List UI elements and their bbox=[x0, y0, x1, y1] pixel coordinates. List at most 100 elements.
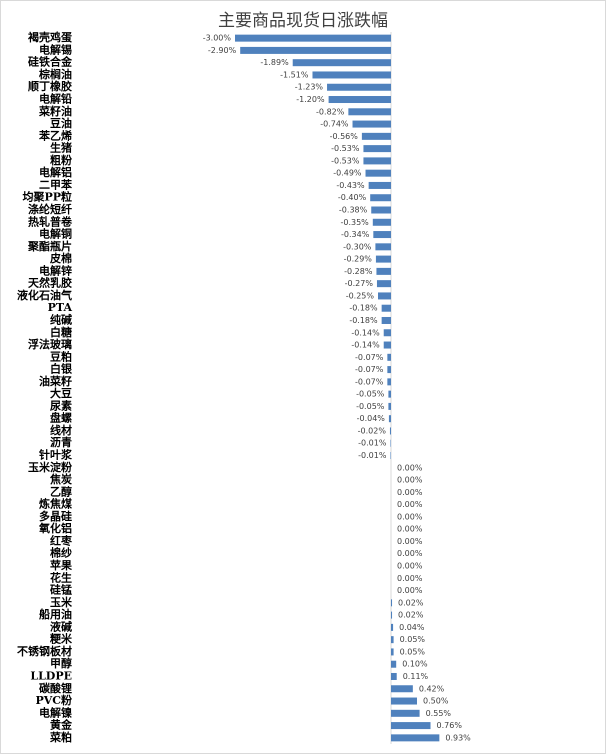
bar bbox=[391, 672, 397, 680]
category-label: PTA bbox=[48, 301, 73, 314]
value-label: 0.00% bbox=[397, 537, 423, 546]
category-label: 涤纶短纤 bbox=[28, 202, 72, 216]
category-label: 粗粉 bbox=[50, 153, 72, 167]
value-label: -0.27% bbox=[345, 279, 374, 288]
category-label: 苯乙烯 bbox=[38, 128, 72, 142]
bar bbox=[312, 71, 391, 79]
category-label: 电解锡 bbox=[39, 42, 72, 56]
value-label: -0.43% bbox=[336, 181, 365, 190]
bar bbox=[391, 623, 394, 631]
category-label: 沥青 bbox=[50, 435, 72, 449]
value-label: -1.51% bbox=[280, 70, 309, 79]
value-label: -3.00% bbox=[203, 34, 232, 43]
bar bbox=[388, 402, 391, 410]
category-label: 热轧普卷 bbox=[28, 214, 73, 228]
bar bbox=[391, 636, 394, 644]
value-label: -0.05% bbox=[356, 402, 385, 411]
category-label: 多晶硅 bbox=[39, 509, 72, 523]
category-label: 电解镍 bbox=[39, 705, 72, 719]
value-label: 0.04% bbox=[399, 623, 425, 632]
bar bbox=[376, 267, 391, 275]
category-label: 玉米 bbox=[50, 595, 73, 609]
category-label: 针叶浆 bbox=[39, 448, 73, 462]
bar bbox=[327, 83, 391, 91]
bar bbox=[390, 452, 391, 460]
category-label: 苹果 bbox=[50, 558, 72, 572]
bar bbox=[390, 439, 391, 447]
bar bbox=[391, 599, 393, 607]
category-label: 船用油 bbox=[39, 607, 72, 621]
value-label: 0.93% bbox=[445, 733, 471, 742]
value-label: -1.89% bbox=[260, 58, 289, 67]
bar bbox=[376, 280, 391, 288]
category-label: PVC粉 bbox=[35, 693, 72, 707]
bar bbox=[391, 697, 417, 705]
bar bbox=[387, 366, 391, 374]
value-label: 0.50% bbox=[423, 697, 449, 706]
category-label: 白糖 bbox=[50, 325, 72, 339]
category-label: 生猪 bbox=[50, 141, 72, 155]
value-label: -0.07% bbox=[355, 377, 384, 386]
category-label: 浮法玻璃 bbox=[28, 337, 72, 351]
category-label: 天然乳胶 bbox=[28, 276, 72, 290]
value-label: 0.00% bbox=[397, 476, 423, 485]
category-label: 线材 bbox=[50, 423, 72, 437]
value-label: -0.82% bbox=[316, 107, 345, 116]
category-label: 白银 bbox=[50, 362, 73, 376]
value-label: -0.01% bbox=[358, 451, 387, 460]
category-label: 油菜籽 bbox=[39, 374, 72, 388]
bar bbox=[383, 329, 391, 337]
value-label: 0.76% bbox=[437, 721, 463, 730]
category-label: 液化石油气 bbox=[17, 288, 72, 302]
bar bbox=[391, 660, 397, 668]
value-label: 0.05% bbox=[400, 635, 426, 644]
value-label: -0.49% bbox=[333, 169, 362, 178]
category-label: 褐壳鸡蛋 bbox=[27, 30, 73, 44]
value-label: -0.74% bbox=[320, 120, 349, 129]
category-label: 盘螺 bbox=[50, 411, 72, 425]
category-label: 玉米淀粉 bbox=[28, 460, 72, 474]
value-label: -0.38% bbox=[339, 206, 368, 215]
bar bbox=[383, 341, 391, 349]
category-label: 豆油 bbox=[50, 116, 72, 130]
category-label: 花生 bbox=[50, 570, 72, 584]
value-label: -0.07% bbox=[355, 365, 384, 374]
value-label: -0.14% bbox=[351, 341, 380, 350]
value-label: 0.11% bbox=[403, 672, 429, 681]
value-label: -1.20% bbox=[296, 95, 325, 104]
bar bbox=[391, 685, 413, 693]
value-label: -0.25% bbox=[346, 291, 375, 300]
value-label: -0.18% bbox=[349, 304, 378, 313]
category-label: 尿素 bbox=[50, 398, 72, 412]
value-label: -0.18% bbox=[349, 316, 378, 325]
category-label: 菜粕 bbox=[49, 730, 72, 744]
value-label: 0.00% bbox=[397, 586, 423, 595]
bar bbox=[373, 231, 391, 239]
category-label: 硅铁合金 bbox=[28, 55, 73, 69]
bar bbox=[372, 218, 391, 226]
category-label: 不锈钢板材 bbox=[17, 644, 72, 658]
value-label: 0.42% bbox=[419, 684, 445, 693]
bar bbox=[391, 648, 394, 656]
bar bbox=[387, 353, 391, 361]
bar bbox=[391, 722, 431, 730]
category-label: 聚酯瓶片 bbox=[27, 239, 72, 253]
value-label: -0.56% bbox=[330, 132, 359, 141]
category-label: 棉纱 bbox=[50, 546, 72, 560]
category-label: 二甲苯 bbox=[39, 177, 73, 191]
value-label: 0.00% bbox=[397, 500, 423, 509]
value-label: -2.90% bbox=[208, 46, 237, 55]
bar bbox=[391, 734, 440, 742]
category-label: 电解锌 bbox=[39, 263, 72, 277]
value-label: -0.53% bbox=[331, 156, 360, 165]
value-label: -0.40% bbox=[338, 193, 367, 202]
value-label: 0.00% bbox=[397, 549, 423, 558]
bar bbox=[381, 316, 391, 324]
category-label: 液碱 bbox=[50, 619, 72, 633]
bar bbox=[370, 194, 391, 202]
category-label: 甲醇 bbox=[50, 656, 72, 670]
bar bbox=[365, 169, 391, 177]
category-label: 电解铜 bbox=[39, 227, 72, 241]
bar bbox=[361, 132, 391, 140]
